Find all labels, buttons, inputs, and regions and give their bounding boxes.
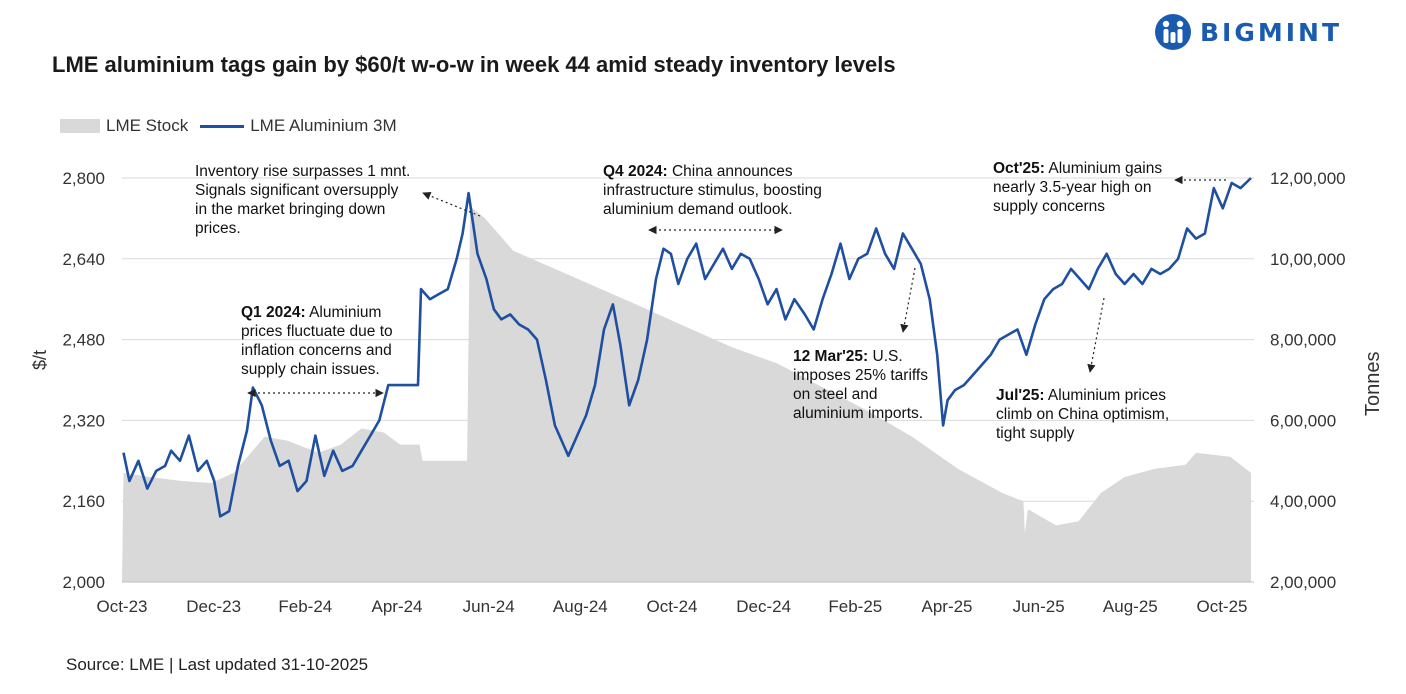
x-tick-label: Oct-23 — [96, 597, 147, 616]
x-tick-label: Dec-24 — [736, 597, 791, 616]
y-left-tick-label: 2,160 — [62, 492, 105, 511]
y-left-tick-label: 2,480 — [62, 331, 105, 350]
legend-swatch-stock — [60, 119, 100, 133]
x-tick-label: Jun-25 — [1013, 597, 1065, 616]
y-right-tick-label: 6,00,000 — [1270, 411, 1336, 430]
annotation-line: prices fluctuate due to — [241, 323, 393, 340]
x-tick-label: Feb-25 — [828, 597, 882, 616]
annotation-line: aluminium demand outlook. — [603, 201, 793, 218]
annotation-line: on steel and — [793, 386, 878, 403]
annotation-jul25: Jul'25: Aluminium prices climb on China o… — [996, 386, 1169, 443]
x-tick-label: Dec-23 — [186, 597, 241, 616]
annotation-line: tight supply — [996, 425, 1075, 442]
y-axis-left-title: $/t — [30, 349, 50, 370]
annotation-oct25: Oct'25: Aluminium gains nearly 3.5-year h… — [993, 159, 1162, 216]
x-tick-label: Jun-24 — [463, 597, 515, 616]
lme-aluminium-3m-line — [122, 177, 1252, 518]
x-tick-label: Oct-24 — [646, 597, 697, 616]
y-left-tick-label: 2,800 — [62, 169, 105, 188]
x-tick-label: Oct-25 — [1196, 597, 1247, 616]
y-left-tick-label: 2,000 — [62, 573, 105, 592]
chart-title: LME aluminium tags gain by $60/t w-o-w i… — [52, 52, 896, 77]
y-right-tick-label: 4,00,000 — [1270, 492, 1336, 511]
y-left-tick-label: 2,640 — [62, 250, 105, 269]
annotation-line: Jul'25: Aluminium prices — [996, 387, 1166, 404]
source-note: Source: LME | Last updated 31-10-2025 — [66, 655, 369, 674]
annotation-mar25: 12 Mar'25: U.S. imposes 25% tariffs on ste… — [793, 347, 928, 423]
x-tick-label: Aug-25 — [1103, 597, 1158, 616]
annotation-line: inflation concerns and — [241, 342, 392, 359]
legend-label-price: LME Aluminium 3M — [250, 116, 397, 135]
annotation-line: climb on China optimism, — [996, 406, 1170, 423]
y-right-tick-label: 12,00,000 — [1270, 169, 1346, 188]
annotation-arrow — [422, 191, 481, 217]
bigmint-logo: BIGMINT — [1154, 12, 1342, 52]
x-tick-label: Aug-24 — [553, 597, 608, 616]
annotation-line: supply chain issues. — [241, 361, 380, 378]
annotation-line: Signals significant oversupply — [195, 182, 399, 199]
brand-mark-icon — [1155, 14, 1191, 50]
annotation-line: prices. — [195, 220, 241, 237]
annotation-line: supply concerns — [993, 198, 1106, 215]
annotation-bold: 12 Mar'25: — [793, 348, 869, 365]
annotation-line: Oct'25: Aluminium gains — [993, 160, 1163, 177]
annotation-arrows — [247, 175, 1226, 398]
annotation-line: infrastructure stimulus, boosting — [603, 182, 822, 199]
annotation-q4-2024: Q4 2024: China announces infrastructure s… — [603, 162, 822, 219]
annotation-arrow — [1087, 297, 1105, 373]
y-right-tick-label: 2,00,000 — [1270, 573, 1336, 592]
annotation-bold: Q4 2024: — [603, 163, 668, 180]
annotation-line: nearly 3.5-year high on — [993, 179, 1152, 196]
annotation-line: aluminium imports. — [793, 405, 924, 422]
x-axis-ticks: Oct-23 Dec-23 Feb-24 Apr-24 Jun-24 Aug-24 Oct-… — [96, 597, 1247, 616]
annotation-bold: Q1 2024: — [241, 304, 306, 321]
x-tick-label: Apr-25 — [921, 597, 972, 616]
y-right-tick-label: 10,00,000 — [1270, 250, 1346, 269]
annotation-bold: Oct'25: — [993, 160, 1045, 177]
x-tick-label: Feb-24 — [278, 597, 332, 616]
annotation-arrow — [900, 267, 916, 333]
annotation-line: in the market bringing down — [195, 201, 386, 218]
legend-swatch-price — [200, 124, 245, 128]
annotation-bold: Jul'25: — [996, 387, 1045, 404]
annotation-line: Q1 2024: Aluminium — [241, 304, 382, 321]
y-right-tick-label: 8,00,000 — [1270, 331, 1336, 350]
legend-label-stock: LME Stock — [106, 116, 189, 135]
right-axis-ticks: 2,00,000 4,00,000 6,00,000 8,00,000 10,00,00… — [1270, 169, 1346, 592]
y-left-tick-label: 2,320 — [62, 411, 105, 430]
annotation-line: 12 Mar'25: U.S. — [793, 348, 903, 365]
annotation-q1-2024: Q1 2024: Aluminium prices fluctuate due t… — [241, 303, 393, 379]
legend: LME Stock LME Aluminium 3M — [60, 116, 397, 136]
left-axis-ticks: 2,000 2,160 2,320 2,480 2,640 2,800 — [62, 169, 105, 592]
annotation-line: imposes 25% tariffs — [793, 367, 928, 384]
x-tick-label: Apr-24 — [371, 597, 422, 616]
y-axis-right-title: Tonnes — [1362, 351, 1384, 417]
annotation-line: Q4 2024: China announces — [603, 163, 793, 180]
annotation-line: Inventory rise surpasses 1 mnt. — [195, 163, 411, 180]
annotation-inventory: Inventory rise surpasses 1 mnt. Signals s… — [195, 162, 410, 238]
lme-stock-area — [122, 206, 1251, 583]
brand-name: BIGMINT — [1200, 17, 1343, 47]
